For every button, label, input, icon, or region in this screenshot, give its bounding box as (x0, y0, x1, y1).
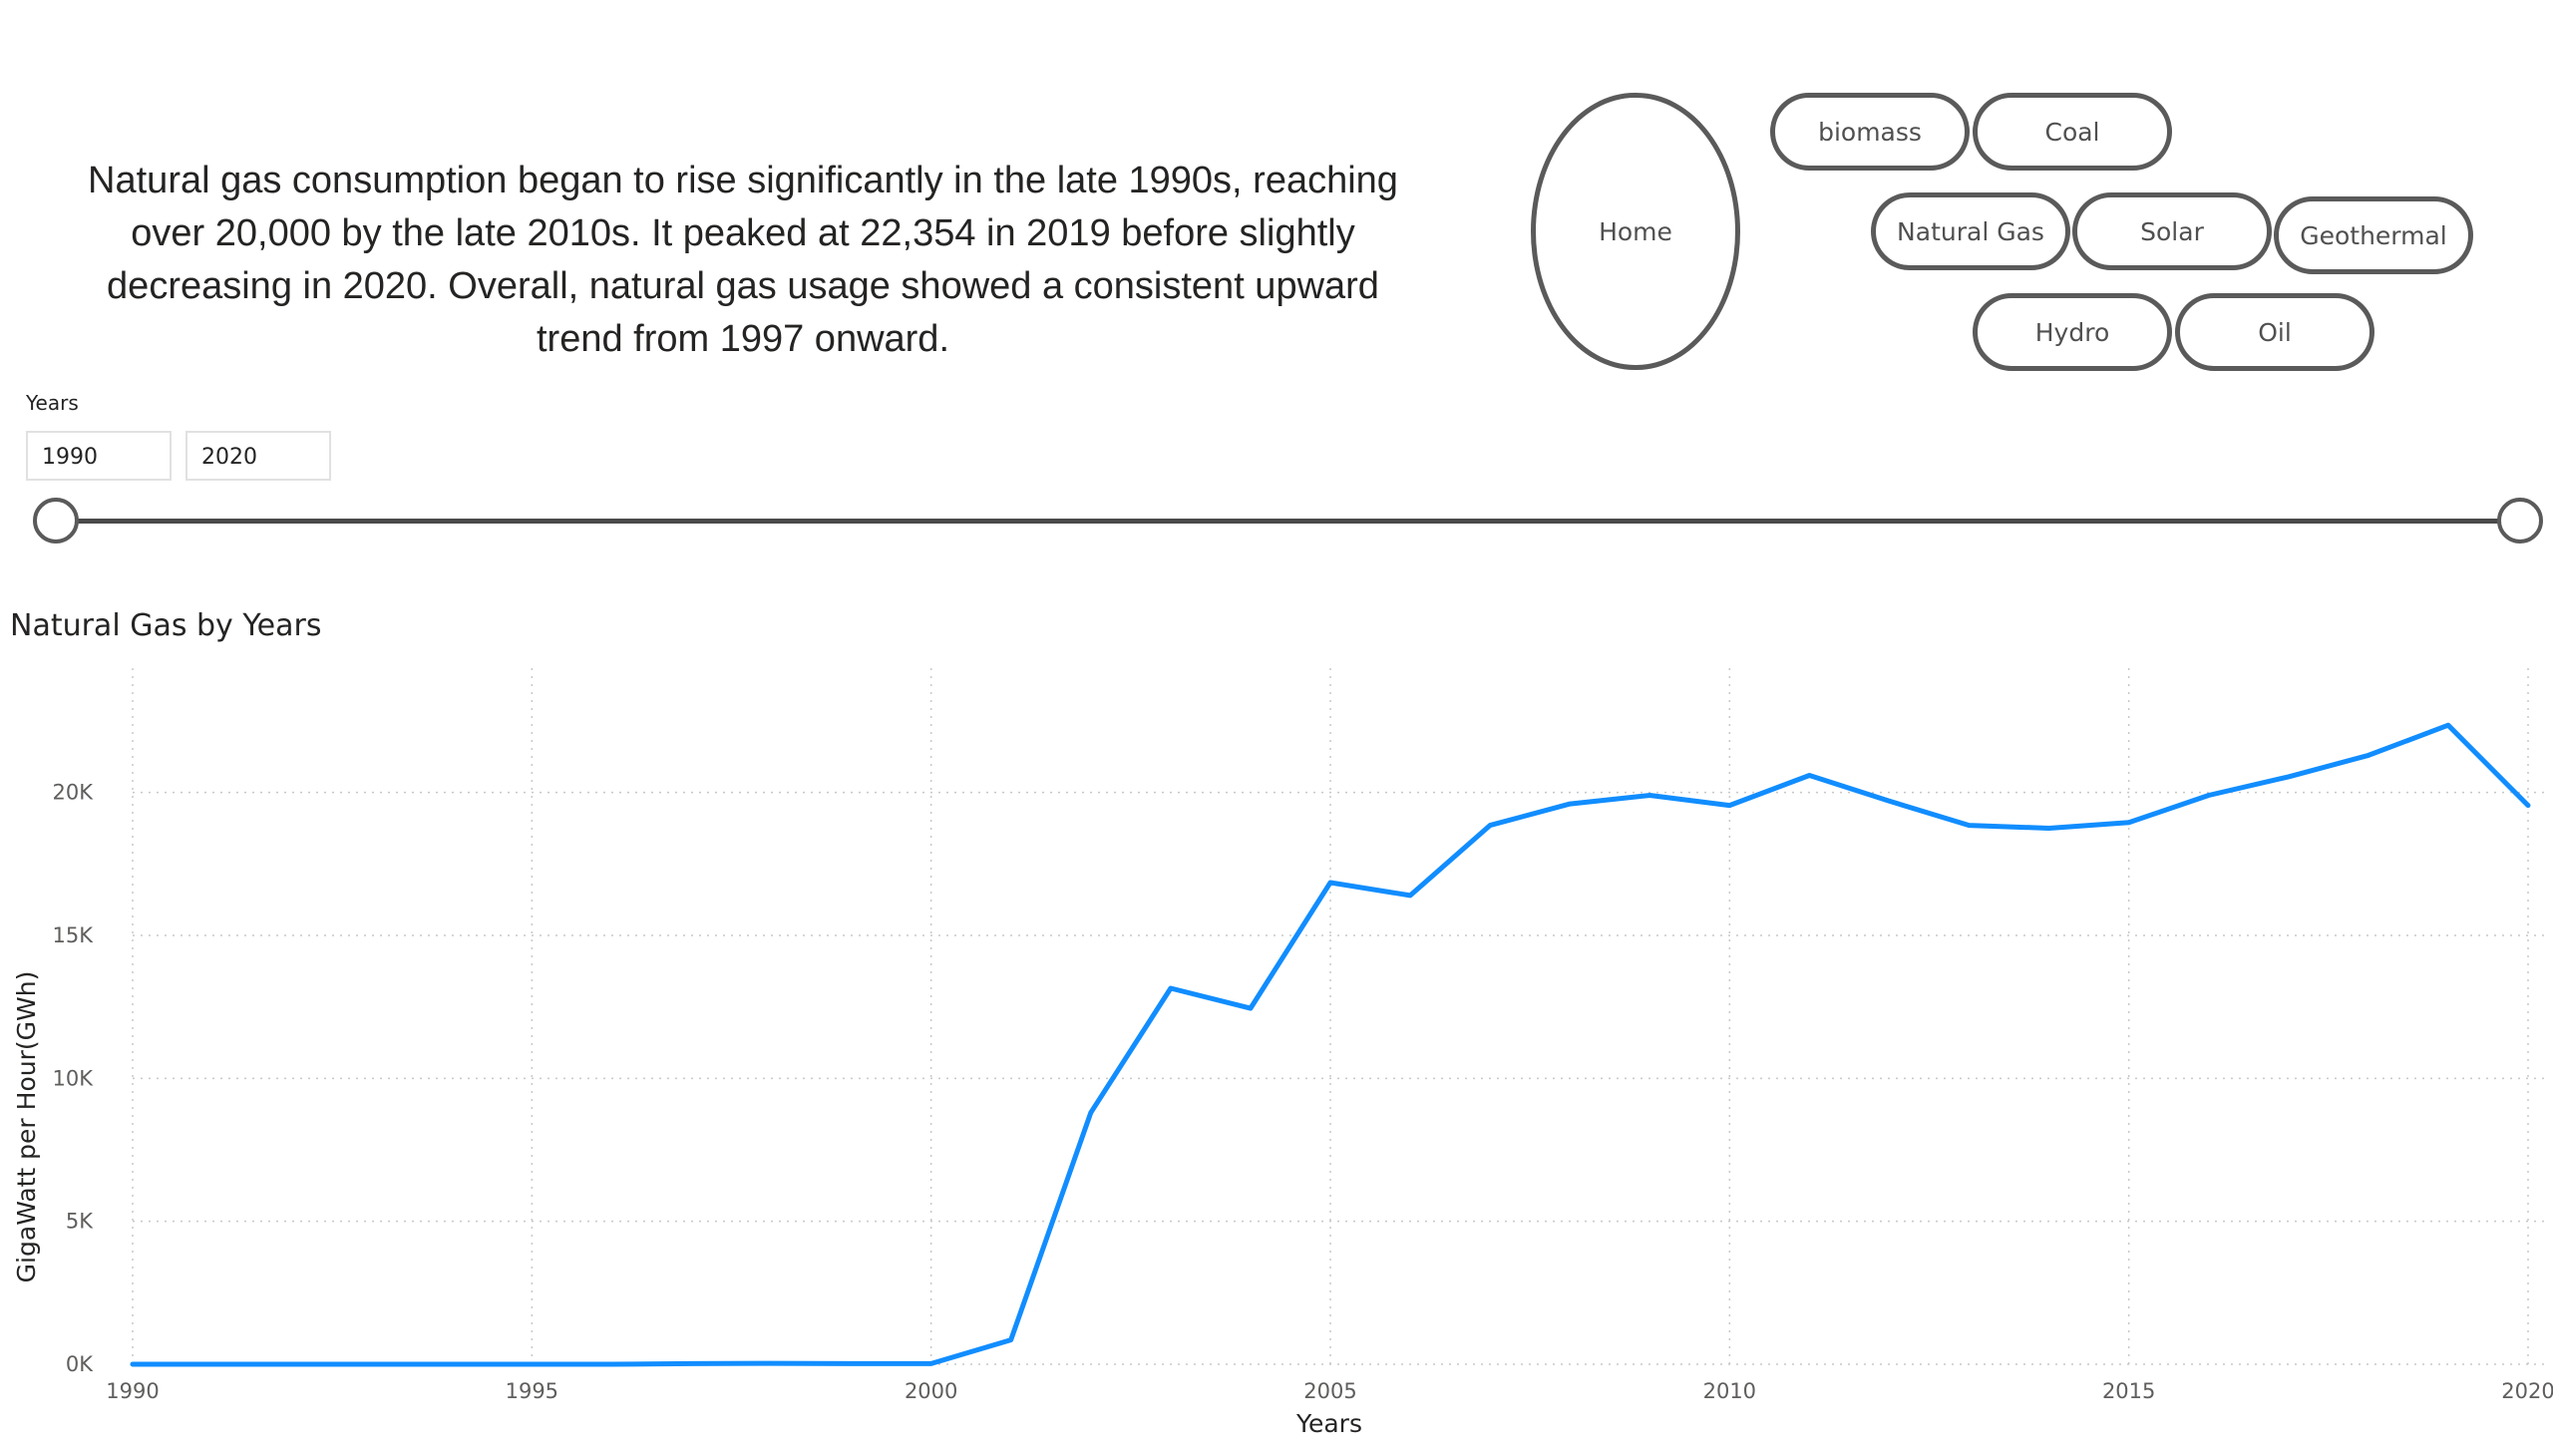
years-start-input[interactable]: 1990 (26, 431, 172, 481)
x-tick-label: 2015 (2102, 1379, 2155, 1403)
y-tick-label: 10K (53, 1066, 95, 1090)
years-slider-track[interactable] (56, 519, 2521, 524)
data-point[interactable] (1401, 887, 1419, 905)
data-point[interactable] (1242, 999, 1260, 1017)
data-point[interactable] (843, 1354, 861, 1372)
hydro-button[interactable]: Hydro (1973, 293, 2172, 371)
x-tick-label: 2020 (2501, 1379, 2553, 1403)
data-point[interactable] (763, 1354, 781, 1372)
data-point[interactable] (1641, 787, 1658, 805)
natural-gas-button[interactable]: Natural Gas (1871, 192, 2070, 270)
years-slider-start-handle[interactable] (33, 498, 79, 544)
data-point[interactable] (283, 1355, 301, 1373)
oil-button[interactable]: Oil (2175, 293, 2374, 371)
biomass-button[interactable]: biomass (1770, 93, 1970, 171)
data-point[interactable] (1561, 795, 1579, 813)
smart-narrative-text: Natural gas consumption began to rise si… (88, 160, 1398, 360)
natural-gas-series-line[interactable] (130, 722, 2531, 1367)
x-tick-label: 1995 (506, 1379, 558, 1403)
data-point[interactable] (2439, 716, 2457, 734)
y-axis-ticks: 0K 5K 10K 15K 20K (53, 781, 95, 1376)
data-point[interactable] (2280, 768, 2298, 786)
chart-gridlines (132, 668, 2548, 1365)
data-point[interactable] (1880, 792, 1898, 810)
x-axis-title: Years (1295, 1409, 1362, 1438)
y-axis-title: GigaWatt per Hour(GWh) (12, 971, 41, 1283)
years-slider-end-handle[interactable] (2497, 498, 2543, 544)
data-point[interactable] (1321, 874, 1339, 892)
data-point[interactable] (1720, 797, 1738, 815)
data-point[interactable] (2519, 797, 2537, 815)
data-point[interactable] (922, 1354, 940, 1372)
data-point[interactable] (124, 1355, 142, 1373)
solar-button[interactable]: Solar (2072, 192, 2272, 270)
data-point[interactable] (1002, 1331, 1020, 1349)
y-tick-label: 20K (53, 781, 95, 805)
x-axis-ticks: 1990 1995 2000 2005 2010 2015 2020 (106, 1379, 2553, 1403)
home-button[interactable]: Home (1531, 93, 1740, 370)
years-slicer-label: Years (26, 391, 79, 415)
x-tick-label: 1990 (106, 1379, 159, 1403)
natural-gas-line-chart: 0K 5K 10K 15K 20K 1990 1995 2000 2005 2010 2015 20… (12, 668, 2553, 1438)
data-point[interactable] (1082, 1104, 1100, 1122)
y-tick-label: 0K (66, 1352, 94, 1376)
data-point[interactable] (1162, 979, 1180, 997)
data-point[interactable] (682, 1354, 700, 1372)
data-point[interactable] (2360, 746, 2377, 764)
data-point[interactable] (1481, 817, 1499, 835)
y-tick-label: 5K (66, 1210, 94, 1234)
y-tick-label: 15K (53, 923, 95, 947)
data-point[interactable] (203, 1355, 221, 1373)
data-point[interactable] (2040, 820, 2058, 838)
data-point[interactable] (363, 1355, 381, 1373)
data-point[interactable] (1961, 817, 1979, 835)
data-point[interactable] (1800, 766, 1818, 784)
chart-series (124, 716, 2537, 1373)
data-point[interactable] (2200, 787, 2218, 805)
x-tick-label: 2010 (1703, 1379, 1756, 1403)
data-point[interactable] (2120, 814, 2138, 832)
x-tick-label: 2005 (1303, 1379, 1356, 1403)
chart-title: Natural Gas by Years (10, 608, 322, 643)
coal-button[interactable]: Coal (1973, 93, 2172, 171)
x-tick-label: 2000 (905, 1379, 957, 1403)
geothermal-button[interactable]: Geothermal (2274, 196, 2473, 274)
data-point[interactable] (523, 1355, 541, 1373)
data-point[interactable] (602, 1355, 620, 1373)
data-point[interactable] (443, 1355, 461, 1373)
years-end-input[interactable]: 2020 (185, 431, 331, 481)
